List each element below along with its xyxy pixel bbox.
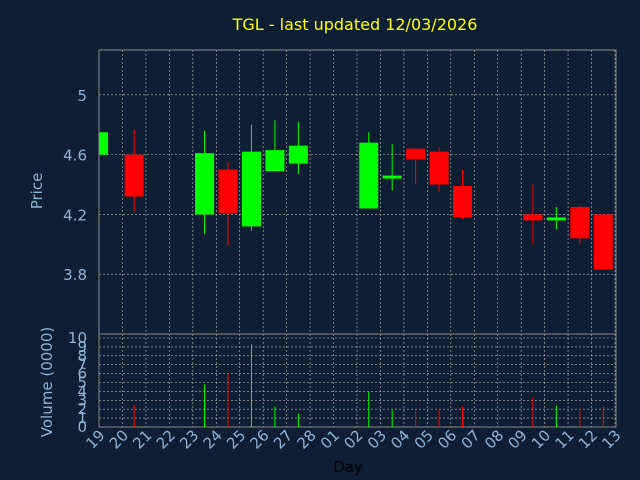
volume-axis-label: Volume (0000)	[38, 327, 56, 437]
x-tick-label: 12	[575, 426, 601, 452]
x-tick-label: 08	[481, 426, 507, 452]
price-tick-label: 5	[77, 87, 87, 105]
price-tick-label: 3.8	[63, 266, 87, 284]
candle-up	[288, 145, 308, 164]
candle-down	[406, 148, 426, 160]
candle-down	[124, 154, 144, 197]
x-tick-label: 10	[528, 426, 554, 452]
candle-down	[429, 151, 449, 185]
volume-tick-label: 6	[77, 365, 87, 383]
price-tick-label: 4.6	[63, 147, 87, 165]
volume-tick-label: 8	[77, 347, 87, 365]
candle-down	[570, 206, 590, 239]
volume-tick-label: 9	[77, 338, 87, 356]
volume-tick-label: 3	[77, 391, 87, 409]
candle-up	[99, 132, 108, 155]
x-tick-label: 26	[247, 426, 273, 452]
x-tick-label: 04	[387, 426, 413, 452]
x-tick-label: 03	[364, 426, 390, 452]
candle-up	[265, 150, 285, 172]
candle-down	[593, 214, 613, 270]
volume-tick-label: 10	[68, 329, 87, 347]
volume-tick-label: 1	[77, 409, 87, 427]
x-tick-label: 09	[505, 426, 531, 452]
candle-up	[195, 153, 215, 215]
x-tick-label: 05	[411, 426, 437, 452]
y-axis-label: Price	[28, 173, 46, 210]
candle-down	[453, 186, 473, 218]
price-tick-label: 4.2	[63, 206, 87, 224]
volume-frame	[98, 333, 617, 428]
x-tick-label: 22	[153, 426, 179, 452]
candle-up	[241, 151, 261, 227]
candle-up	[546, 217, 566, 221]
candle-down	[218, 169, 238, 213]
price-panel: 3.8 4.2 4.6 5	[63, 49, 617, 335]
x-tick-label: 27	[270, 426, 296, 452]
price-frame	[98, 49, 617, 335]
volume-tick-label: 0	[77, 418, 87, 436]
x-tick-label: 11	[551, 426, 577, 452]
x-tick-label: 28	[293, 426, 319, 452]
x-tick-label: 23	[176, 426, 202, 452]
volume-tick-label: 2	[77, 400, 87, 418]
x-tick-label: 02	[340, 426, 366, 452]
candle-up	[382, 175, 402, 179]
x-axis-ticks: 1920212223242526272801020304050607080910…	[82, 426, 624, 452]
x-tick-label: 21	[129, 426, 155, 452]
candle-up	[359, 142, 379, 209]
x-tick-label: 13	[598, 426, 624, 452]
x-tick-label: 25	[223, 426, 249, 452]
volume-tick-label: 7	[77, 356, 87, 374]
x-tick-label: 01	[317, 426, 343, 452]
chart-title: TGL - last updated 12/03/2026	[232, 15, 478, 34]
volume-tick-label: 5	[77, 374, 87, 392]
x-tick-label: 20	[106, 426, 132, 452]
volume-tick-label: 4	[77, 382, 87, 400]
x-tick-label: 07	[458, 426, 484, 452]
x-tick-label: 24	[200, 426, 226, 452]
candle-down	[523, 214, 543, 221]
x-tick-label: 06	[434, 426, 460, 452]
x-axis-label: Day	[333, 458, 363, 476]
